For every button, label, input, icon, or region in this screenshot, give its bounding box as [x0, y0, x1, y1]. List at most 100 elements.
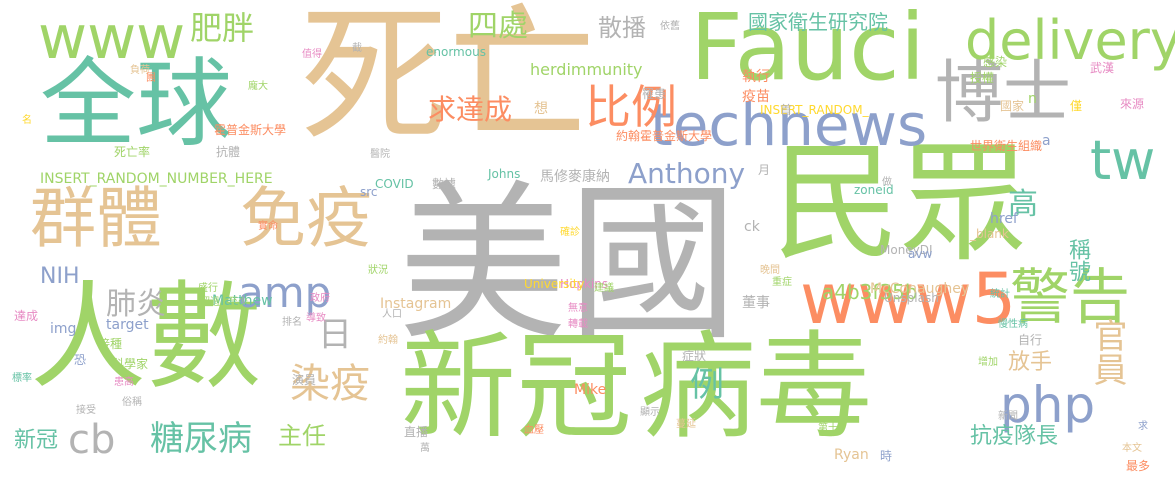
cloud-word: Instagram	[380, 296, 452, 312]
cloud-word: img	[50, 321, 77, 337]
cloud-word: 人口	[382, 309, 402, 320]
cloud-word: 患高	[114, 377, 134, 388]
cloud-word: Anthony	[628, 157, 746, 190]
cloud-word: 值得	[302, 49, 322, 60]
cloud-word: 美國	[398, 166, 739, 364]
cloud-word: ck	[744, 219, 760, 235]
cloud-word: 博士	[935, 54, 1072, 133]
cloud-word: McConaughey	[870, 281, 970, 297]
cloud-word: 狀況	[368, 265, 388, 276]
cloud-word: COVID	[375, 177, 414, 191]
cloud-word: php	[1000, 376, 1096, 434]
cloud-word: tw	[1090, 129, 1156, 192]
cloud-word: 求	[1138, 421, 1148, 432]
cloud-word: 病毒	[640, 320, 872, 455]
cloud-word: 團	[146, 73, 156, 84]
cloud-word: INSERT_RANDOM_	[760, 103, 869, 117]
cloud-word: 糖尿病	[150, 419, 252, 459]
cloud-word: 增加	[978, 357, 998, 368]
cloud-word: _blank	[970, 227, 1009, 241]
cloud-word: 放手	[1008, 350, 1053, 375]
cloud-word: 恐	[74, 353, 87, 367]
cloud-word: 主任	[278, 422, 326, 450]
cloud-word: 至少	[228, 297, 248, 308]
cloud-word: a4b3f35b	[822, 280, 918, 304]
cloud-word: 罹患	[642, 87, 667, 101]
cloud-word: 抗體	[216, 145, 241, 159]
cloud-word: 群體	[30, 180, 162, 257]
cloud-word: 晚間	[760, 265, 780, 276]
cloud-word: 求達成	[428, 93, 513, 126]
cloud-word: 時	[880, 449, 893, 463]
cloud-word: 警告	[1010, 263, 1130, 333]
cloud-word: 無意	[568, 303, 588, 314]
cloud-word: Johns	[488, 167, 521, 181]
cloud-word: 數據	[432, 177, 457, 191]
cloud-word: 血壓	[524, 425, 544, 436]
cloud-word: 四處	[468, 9, 528, 44]
cloud-word: NIH	[40, 264, 80, 289]
cloud-word: 比例	[585, 80, 677, 134]
cloud-word: a	[1042, 133, 1051, 149]
cloud-word: 想	[534, 101, 548, 117]
cloud-word: 感染	[983, 55, 1008, 69]
cloud-word: 接受	[76, 405, 96, 416]
cloud-word: href	[990, 211, 1018, 227]
cloud-word: 做	[882, 177, 892, 188]
cloud-word: Hopkins	[560, 277, 609, 291]
cloud-word: avw	[908, 247, 933, 261]
cloud-word: Fauci	[690, 0, 926, 101]
cloud-word: 龐大	[248, 81, 268, 92]
cloud-word: 最多	[1126, 459, 1151, 473]
cloud-word: 醫院	[370, 149, 390, 160]
cloud-word: 官員	[1087, 318, 1127, 386]
cloud-word: 新冠	[400, 320, 632, 455]
cloud-word: technews	[650, 91, 928, 159]
cloud-word: 蔓延	[676, 419, 696, 430]
cloud-word: 死亡率	[114, 145, 151, 159]
cloud-word: 肺炎	[106, 287, 166, 322]
cloud-word: 民眾	[772, 129, 1029, 278]
cloud-word: 新聞	[998, 411, 1018, 422]
cloud-word: 武漢	[1090, 61, 1115, 75]
cloud-word: 負荷	[130, 65, 150, 76]
cloud-word: 約翰霍普金斯大學	[616, 129, 713, 143]
cloud-word: 標率	[12, 373, 32, 384]
cloud-word: 接種	[98, 337, 123, 351]
cloud-word: 統計	[990, 289, 1010, 300]
cloud-word: 萬	[420, 443, 430, 454]
cloud-word: 新冠	[14, 428, 59, 453]
cloud-word: 世界衛生組織	[970, 139, 1043, 153]
cloud-word: 人數	[30, 270, 262, 405]
cloud-word: n	[1028, 91, 1037, 107]
cloud-word: 政府	[310, 293, 330, 304]
cloud-word: 全球	[40, 48, 232, 160]
cloud-word: zoneid	[854, 183, 894, 197]
cloud-word: 本文	[1122, 443, 1142, 454]
cloud-word: 散播	[598, 14, 646, 42]
cloud-word: 僅	[1070, 99, 1083, 113]
cloud-word: 盛行	[198, 283, 218, 294]
cloud-word: 轉載	[568, 319, 588, 330]
cloud-word: 症狀	[682, 349, 707, 363]
cloud-word: www	[38, 3, 186, 73]
cloud-word: 月	[758, 163, 771, 177]
cloud-word: 染疫	[290, 361, 370, 407]
cloud-word: 科學家	[112, 357, 149, 371]
cloud-word: Unsplash	[884, 291, 939, 305]
cloud-word: 國家	[1000, 99, 1025, 113]
cloud-word: 建議	[594, 283, 614, 294]
cloud-word: 自行	[1018, 333, 1043, 347]
cloud-word: 重症	[772, 277, 792, 288]
cloud-word: 授權	[970, 71, 995, 85]
cloud-word: 董事	[742, 295, 770, 311]
cloud-word: target	[106, 317, 149, 333]
cloud-word: src	[360, 185, 378, 199]
cloud-word: 超過	[200, 297, 220, 308]
cloud-word: 馬修麥康納	[540, 169, 610, 185]
cloud-word: 高	[1008, 187, 1038, 222]
cloud-word: 免疫	[240, 180, 372, 257]
cloud-word: 依舊	[660, 21, 680, 32]
cloud-word: 肥胖	[190, 9, 255, 47]
